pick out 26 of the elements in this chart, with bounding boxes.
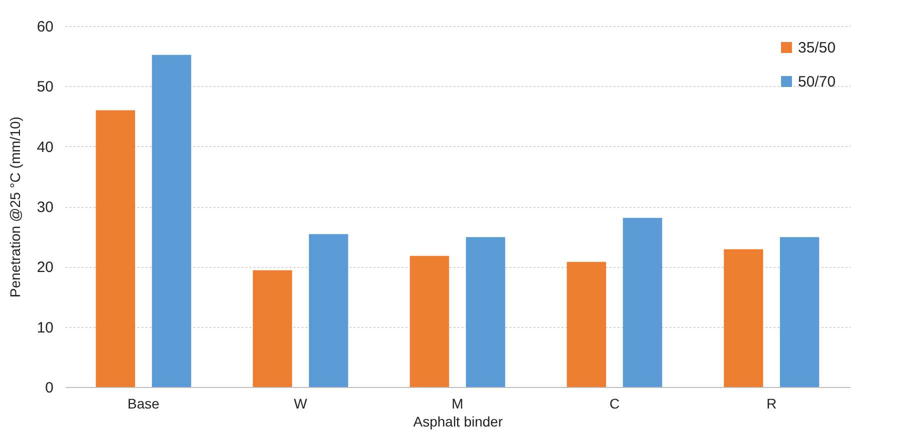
- y-tick-label: 20: [36, 259, 54, 276]
- bar: [566, 262, 606, 387]
- bar: [466, 237, 506, 387]
- x-tick-label: R: [766, 396, 777, 412]
- x-tick-label: M: [452, 396, 464, 412]
- x-axis-title: Asphalt binder: [413, 414, 504, 430]
- y-tick-label: 0: [45, 380, 54, 396]
- x-tick-label: W: [294, 396, 308, 412]
- y-axis-title: Penetration @25 °C (mm/10): [6, 116, 23, 298]
- y-tick-label: 30: [36, 199, 54, 216]
- bar: [152, 54, 192, 387]
- bar: [780, 237, 820, 387]
- bar: [622, 218, 662, 387]
- legend-label: 35/50: [798, 40, 836, 56]
- y-tick-label: 60: [36, 18, 54, 36]
- legend-label: 50/70: [798, 74, 836, 90]
- y-tick-label: 40: [36, 138, 54, 156]
- y-tick-label: 50: [36, 78, 54, 96]
- bar: [410, 256, 450, 387]
- bar: [252, 270, 292, 387]
- bar: [96, 110, 136, 387]
- x-tick-label: Base: [128, 396, 160, 412]
- y-tick-label: 10: [36, 319, 54, 336]
- bar: [308, 234, 348, 387]
- bar: [724, 249, 764, 387]
- x-tick-label: C: [609, 396, 620, 412]
